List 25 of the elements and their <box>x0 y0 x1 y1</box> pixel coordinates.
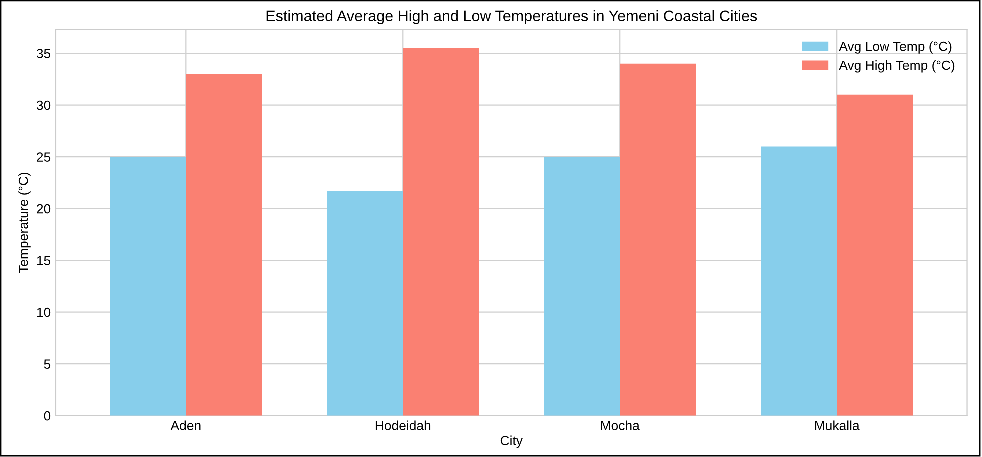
bar <box>110 157 186 416</box>
x-tick-label: Mocha <box>601 420 640 430</box>
x-tick-label: Aden <box>170 420 201 430</box>
y-tick-label: 35 <box>36 49 51 58</box>
bar <box>837 94 914 416</box>
y-tick-label: 0 <box>44 411 51 421</box>
x-tick-label: Hodeidah <box>376 420 431 430</box>
bar <box>186 74 262 416</box>
bar <box>544 157 620 416</box>
y-tick-label: 30 <box>36 100 51 110</box>
chart-title: Estimated Average High and Low Temperatures in Yemeni Coastal Cities <box>266 10 758 25</box>
legend-label: Avg Low Temp (°C) <box>839 42 952 54</box>
y-tick-label: 5 <box>44 360 51 370</box>
x-axis-title: City <box>500 436 523 448</box>
bar <box>327 191 404 416</box>
y-tick-label: 10 <box>37 308 51 318</box>
x-tick-label: Mukalla <box>815 420 860 430</box>
bar <box>620 64 696 416</box>
y-tick-label: 15 <box>37 256 51 266</box>
bar <box>761 146 838 416</box>
y-tick-label: 25 <box>37 152 51 162</box>
legend-label: Avg High Temp (°C) <box>839 60 955 73</box>
y-axis-title: Temperature (°C) <box>18 172 31 274</box>
y-tick-label: 20 <box>37 204 51 214</box>
bar <box>403 48 480 416</box>
